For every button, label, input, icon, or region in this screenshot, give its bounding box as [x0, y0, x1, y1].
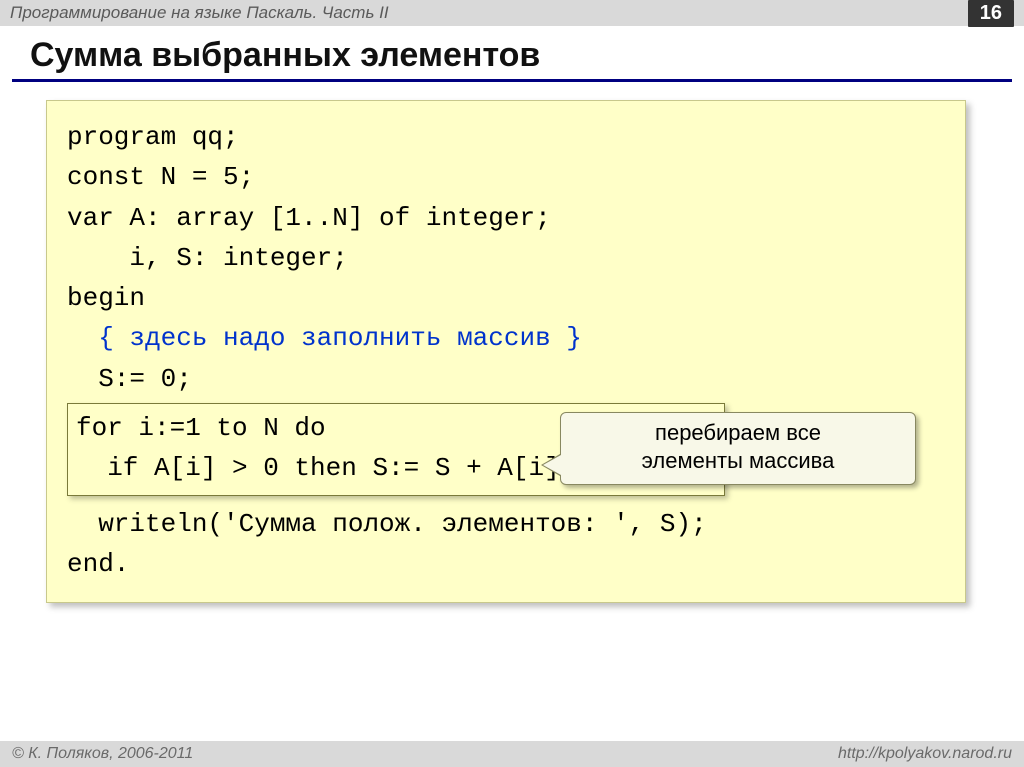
code-line-7: S:= 0; [67, 359, 945, 399]
course-title: Программирование на языке Паскаль. Часть… [10, 3, 389, 23]
callout-line-1: перебираем все [573, 419, 903, 447]
callout-line-2: элементы массива [573, 447, 903, 475]
code-line-5: begin [67, 278, 945, 318]
code-box: program qq; const N = 5; var A: array [1… [46, 100, 966, 603]
code-line-1: program qq; [67, 117, 945, 157]
footer-copyright: © К. Поляков, 2006-2011 [12, 745, 193, 763]
page-number: 16 [968, 0, 1014, 27]
code-line-2: const N = 5; [67, 157, 945, 197]
code-line-4: i, S: integer; [67, 238, 945, 278]
header-bar: Программирование на языке Паскаль. Часть… [0, 0, 1024, 26]
slide-title: Сумма выбранных элементов [30, 36, 1024, 75]
code-line-3: var A: array [1..N] of integer; [67, 198, 945, 238]
footer-url: http://kpolyakov.narod.ru [838, 745, 1012, 763]
code-line-10: writeln('Сумма полож. элементов: ', S); [67, 504, 945, 544]
code-comment: { здесь надо заполнить массив } [67, 318, 945, 358]
title-underline [12, 79, 1012, 82]
callout-box: перебираем все элементы массива [560, 412, 916, 485]
code-line-11: end. [67, 544, 945, 584]
footer-bar: © К. Поляков, 2006-2011 http://kpolyakov… [0, 741, 1024, 767]
